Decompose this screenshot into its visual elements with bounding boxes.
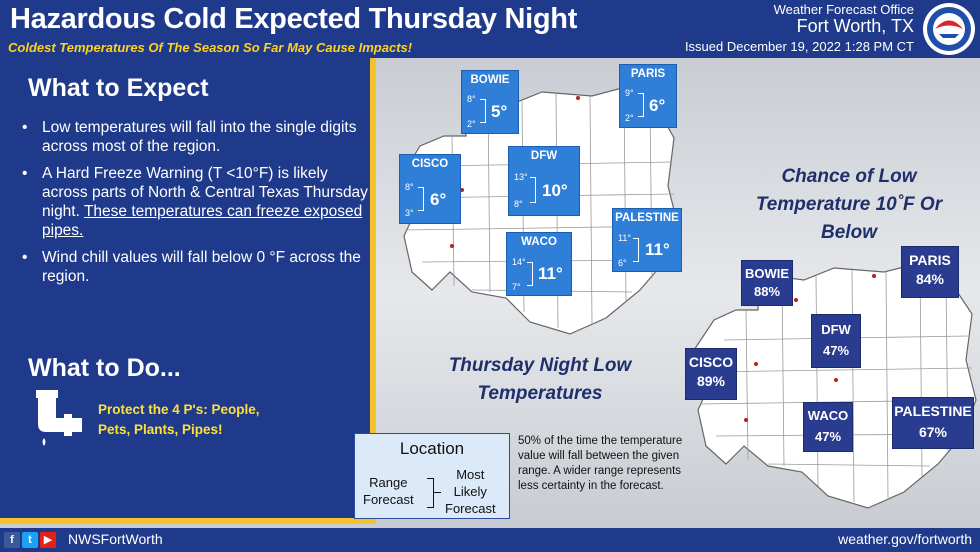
chance-value: 89% (696, 373, 726, 389)
legend-most-likely-label: Most Likely Forecast (445, 466, 496, 517)
low-box-waco: WACO 14° 7° 11° (506, 232, 572, 296)
low-map-label-line: Temperatures (477, 383, 603, 404)
city-name: PALESTINE (615, 212, 679, 224)
low-box-cisco: CISCO 8° 3° 6° (399, 154, 461, 224)
youtube-icon[interactable]: ▶ (40, 532, 56, 548)
legend-most-line: Likely (453, 484, 487, 499)
do-line: Protect the 4 P's: People, (98, 402, 260, 417)
legend-range-line: Range (369, 475, 408, 490)
what-to-expect-heading: What to Expect (28, 74, 209, 102)
chance-value: 67% (918, 424, 948, 440)
legend-bracket-tick (434, 492, 441, 493)
legend-range-label: Range Forecast (363, 474, 414, 508)
range-low: 3° (405, 208, 414, 218)
city-name: DFW (821, 322, 851, 337)
low-box-paris: PARIS 9° 2° 6° (619, 64, 677, 128)
issued-time: Issued December 19, 2022 1:28 PM CT (684, 39, 914, 54)
do-line: Pets, Plants, Pipes! (98, 422, 223, 437)
office-city: Fort Worth, TX (796, 16, 914, 36)
chance-box-bowie: BOWIE 88% (741, 260, 793, 306)
legend-most-line: Most (456, 467, 485, 482)
what-to-do-text: Protect the 4 P's: People, Pets, Plants,… (98, 400, 328, 440)
legend-title: Location (399, 439, 465, 458)
range-high: 9° (625, 88, 634, 98)
legend-bracket (427, 478, 434, 508)
most-likely-value: 5° (491, 102, 508, 121)
range-bracket (480, 99, 486, 123)
chance-value: 47% (814, 429, 842, 444)
expect-bullet: A Hard Freeze Warning (T <10°F) is likel… (20, 164, 370, 240)
header-banner: Hazardous Cold Expected Thursday Night C… (0, 0, 980, 58)
footer-bar: f t ▶ NWSFortWorth weather.gov/fortworth (0, 528, 980, 552)
range-bracket (638, 93, 644, 117)
range-bracket (633, 238, 639, 262)
city-name: BOWIE (470, 74, 510, 86)
pipes-warning-text: These temperatures can freeze exposed pi… (42, 203, 363, 239)
range-high: 8° (405, 182, 414, 192)
low-map-label-line: Thursday Night Low (448, 355, 632, 376)
chance-map-label-line: Temperature 10˚F Or (755, 194, 943, 215)
legend-box: Location Range Forecast Most Likely Fore… (354, 433, 510, 519)
chance-value: 47% (822, 343, 850, 358)
city-name: PARIS (630, 68, 666, 80)
city-name: WACO (807, 408, 849, 423)
range-high: 14° (512, 257, 526, 267)
expect-bullet-text: A Hard Freeze Warning (T <10°F) is likel… (42, 165, 368, 220)
range-low: 2° (625, 113, 634, 123)
range-high: 8° (467, 94, 476, 104)
social-handle[interactable]: NWSFortWorth (68, 531, 163, 547)
social-icons: f t ▶ (4, 532, 56, 548)
range-low: 2° (467, 119, 476, 129)
chance-box-dfw: DFW 47% (811, 314, 861, 368)
what-to-do-heading: What to Do... (28, 354, 181, 382)
chance-box-waco: WACO 47% (803, 402, 853, 452)
most-likely-value: 10° (542, 181, 568, 200)
low-box-bowie: BOWIE 8° 2° 5° (461, 70, 519, 134)
range-low: 8° (514, 199, 523, 209)
chance-value: 88% (753, 284, 781, 299)
range-high: 13° (514, 172, 528, 182)
range-low: 7° (512, 282, 521, 292)
chance-map-label-line: Chance of Low (781, 166, 917, 187)
chance-map-label: Chance of Low Temperature 10˚F Or Below (722, 163, 976, 247)
office-label: Weather Forecast Office (773, 2, 914, 17)
chance-box-palestine: PALESTINE 67% (892, 397, 974, 449)
legend-range-line: Forecast (363, 492, 414, 507)
chance-box-cisco: CISCO 89% (685, 348, 737, 400)
most-likely-value: 6° (430, 190, 447, 209)
range-low: 6° (618, 258, 627, 268)
twitter-icon[interactable]: t (22, 532, 38, 548)
expect-bullet: Low temperatures will fall into the sing… (20, 118, 370, 156)
city-name: CISCO (411, 158, 449, 170)
nws-logo-icon (923, 3, 975, 55)
most-likely-value: 6° (649, 96, 666, 115)
chance-map-label-line: Below (821, 222, 877, 243)
city-name: BOWIE (744, 266, 790, 281)
city-name: PARIS (909, 252, 951, 268)
city-name: PALESTINE (894, 403, 972, 419)
legend-most-line: Forecast (445, 501, 496, 516)
pipe-icon (36, 390, 82, 446)
range-bracket (530, 177, 536, 203)
website-link[interactable]: weather.gov/fortworth (838, 531, 972, 547)
low-map-label: Thursday Night Low Temperatures (420, 352, 660, 408)
low-box-palestine: PALESTINE 11° 6° 11° (612, 208, 682, 272)
range-bracket (418, 187, 424, 211)
legend-note: 50% of the time the temperature value wi… (518, 435, 683, 492)
facebook-icon[interactable]: f (4, 532, 20, 548)
expect-bullet: Wind chill values will fall below 0 °F a… (20, 248, 370, 286)
low-box-dfw: DFW 13° 8° 10° (508, 146, 580, 216)
chance-value: 84% (915, 271, 945, 287)
expect-list: Low temperatures will fall into the sing… (20, 118, 370, 294)
range-high: 11° (618, 233, 631, 243)
most-likely-value: 11° (538, 264, 563, 283)
range-bracket (527, 262, 533, 286)
most-likely-value: 11° (645, 240, 670, 259)
page-subtitle: Coldest Temperatures Of The Season So Fa… (8, 40, 413, 55)
city-name: CISCO (688, 354, 734, 370)
city-name: WACO (521, 236, 557, 248)
chance-box-paris: PARIS 84% (901, 246, 959, 298)
city-name: DFW (530, 150, 558, 162)
page-title: Hazardous Cold Expected Thursday Night (10, 3, 578, 35)
